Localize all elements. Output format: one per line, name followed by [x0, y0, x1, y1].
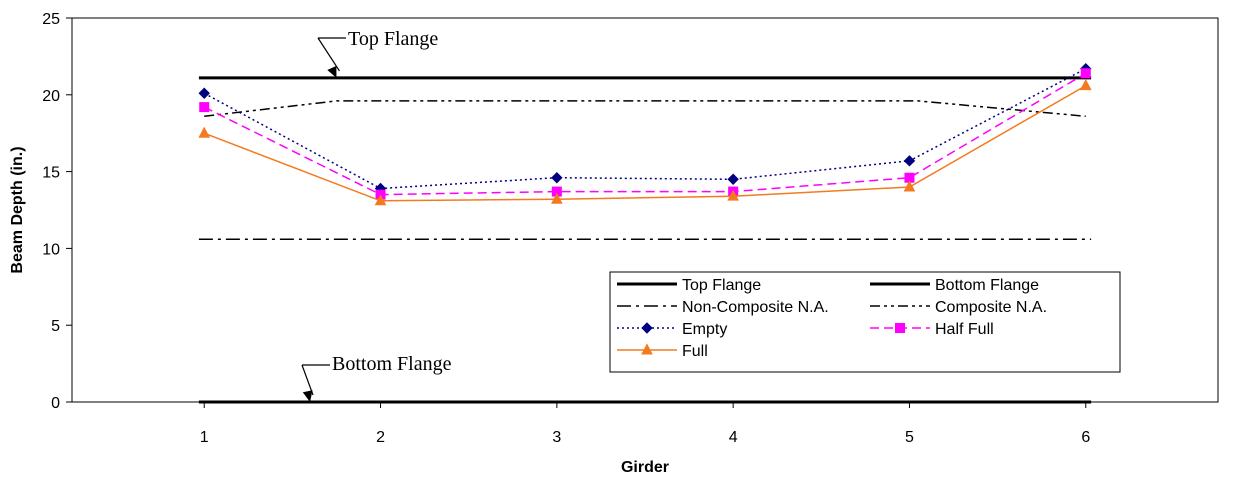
x-tick-label: 3 — [552, 429, 561, 446]
legend: Top Flange Bottom Flange Non-Composite N.A… — [609, 271, 1121, 373]
y-axis-title: Beam Depth (in.) — [9, 146, 26, 273]
annotation-label: Top Flange — [348, 28, 438, 50]
legend-label-bottom-flange: Bottom Flange — [935, 277, 1039, 294]
x-tick-label: 6 — [1081, 429, 1090, 446]
legend-item-non-composite-n-a: Non-Composite N.A. — [617, 299, 829, 316]
legend-marker-empty — [641, 322, 653, 334]
y-tick-label: 5 — [51, 318, 60, 335]
y-tick-label: 15 — [42, 165, 60, 182]
legend-label-composite-n-a: Composite N.A. — [935, 299, 1047, 316]
annotation-arrowhead — [327, 65, 337, 78]
series-full — [198, 79, 1092, 206]
legend-marker-full — [641, 343, 653, 355]
series-layer — [198, 62, 1092, 404]
legend-label-top-flange: Top Flange — [682, 277, 761, 294]
legend-box — [609, 271, 1121, 373]
data-point-full — [1079, 79, 1092, 91]
series-line-half-full — [203, 72, 1087, 196]
y-tick-label: 0 — [51, 395, 60, 412]
series-line-empty — [203, 68, 1087, 190]
data-point-full — [551, 192, 563, 204]
annotation-bottom-flange: Bottom Flange — [301, 353, 452, 402]
x-axis-title: Girder — [621, 459, 669, 476]
y-tick-label: 10 — [42, 241, 60, 258]
annotation-label: Bottom Flange — [332, 353, 452, 375]
data-point-full — [374, 194, 387, 206]
legend-label-half-full: Half Full — [935, 321, 994, 338]
legend-marker-half-full — [895, 323, 905, 333]
data-point-full — [903, 180, 916, 192]
annotation-top-flange: Top Flange — [317, 28, 438, 78]
data-point-full — [198, 126, 211, 138]
data-point-empty — [551, 172, 563, 184]
legend-item-empty: Empty — [617, 321, 727, 338]
data-point-empty — [903, 155, 916, 167]
legend-item-half-full: Half Full — [870, 321, 994, 338]
annotation-arrow-shaft — [317, 37, 340, 72]
series-line-full — [203, 84, 1087, 202]
x-tick-label: 1 — [200, 429, 209, 446]
legend-item-top-flange: Top Flange — [617, 277, 761, 294]
legend-label-full: Full — [682, 343, 708, 360]
x-tick-label: 4 — [729, 429, 738, 446]
annotation-arrow-shaft — [301, 364, 314, 396]
series-line-composite-n-a — [204, 100, 1086, 118]
x-axis: 1 2 3 4 5 6 — [200, 402, 1090, 446]
legend-label-non-composite-n-a: Non-Composite N.A. — [682, 299, 829, 316]
annotations: Top Flange Bottom Flange — [301, 28, 452, 402]
series-composite-n-a — [204, 100, 1086, 118]
data-point-empty — [727, 173, 739, 185]
y-tick-label: 25 — [42, 11, 60, 28]
x-tick-label: 2 — [376, 429, 385, 446]
legend-item-bottom-flange: Bottom Flange — [870, 277, 1039, 294]
annotation-arrowhead — [302, 390, 313, 402]
data-point-empty — [198, 87, 210, 99]
data-point-half-full — [199, 102, 210, 113]
legend-item-composite-n-a: Composite N.A. — [870, 299, 1047, 316]
x-tick-label: 5 — [905, 429, 914, 446]
y-axis: 0 5 10 15 20 25 — [42, 11, 72, 412]
legend-item-full: Full — [617, 343, 708, 360]
data-point-half-full — [1080, 68, 1091, 79]
y-tick-label: 20 — [42, 88, 60, 105]
data-point-full — [727, 189, 739, 201]
legend-label-empty: Empty — [682, 321, 727, 338]
